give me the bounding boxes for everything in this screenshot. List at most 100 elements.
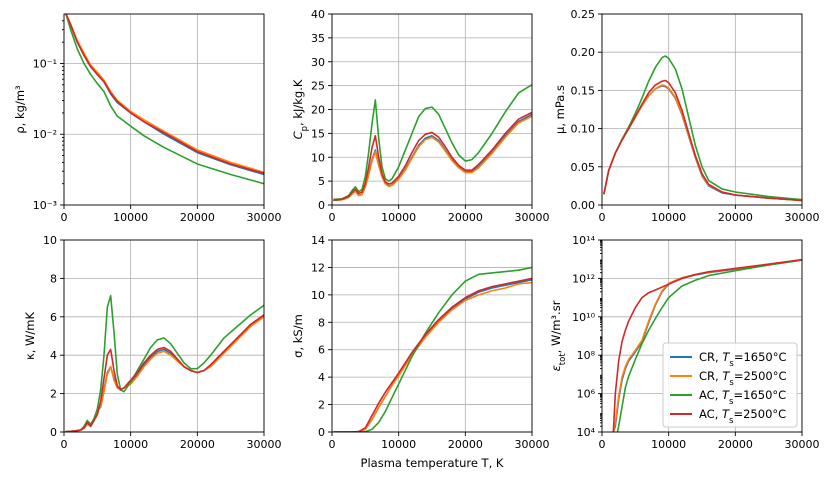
sigma-y-axis-label: σ, kS/m <box>291 314 305 358</box>
kappa-y-axis-label: κ, W/mK <box>23 312 37 361</box>
epsilon-series-line-3 <box>612 258 802 432</box>
epsilon-ytick-label-4: 10¹² <box>572 272 595 285</box>
sigma-series-group <box>333 266 532 432</box>
sigma-xtick-label-2: 20000 <box>448 438 483 451</box>
mu-series-line-1 <box>603 84 802 202</box>
rho-xtick-label-0: 0 <box>61 211 68 224</box>
epsilon-series-group <box>612 258 802 432</box>
epsilon-ytick-label-2: 10⁸ <box>577 349 596 362</box>
epsilon-xtick-label-3: 30000 <box>785 438 820 451</box>
rho-ytick-label-2: 10⁻¹ <box>33 57 57 70</box>
cp-series-line-3 <box>333 111 532 202</box>
rho-axes-frame <box>63 13 265 206</box>
legend-label-2: AC, Ts=1650°C <box>699 388 786 407</box>
sigma-ytick-label-1: 2 <box>318 399 325 412</box>
mu-xtick-label-1: 10000 <box>651 211 686 224</box>
kappa-xtick-label-2: 20000 <box>180 438 215 451</box>
kappa-ytick-label-5: 10 <box>43 234 57 247</box>
rho-xtick-label-2: 20000 <box>180 211 215 224</box>
sigma-series-line-1 <box>333 281 532 432</box>
sigma-series-line-3 <box>333 277 532 432</box>
cp-xtick-label-3: 30000 <box>515 211 550 224</box>
epsilon-series-line-2 <box>616 259 802 432</box>
rho-y-axis-label: ρ, kg/m³ <box>13 85 27 134</box>
mu-xtick-label-2: 20000 <box>718 211 753 224</box>
kappa-xtick-label-0: 0 <box>61 438 68 451</box>
panel-rho: 0 10000 20000 30000 10⁻³ 10⁻² 10⁻¹ ρ, kg/m³ <box>13 13 282 224</box>
rho-series-line-0 <box>65 14 264 176</box>
cp-xtick-label-1: 10000 <box>381 211 416 224</box>
mu-axes-frame <box>601 13 803 206</box>
mu-ytick-label-1: 0.05 <box>571 161 596 174</box>
cp-series-line-1 <box>333 115 532 202</box>
sigma-series-line-0 <box>333 278 532 432</box>
rho-gridlines <box>63 14 265 206</box>
epsilon-ytick-label-5: 10¹⁴ <box>572 234 595 247</box>
rho-series-line-2 <box>65 14 264 185</box>
cp-series-line-2 <box>333 83 532 201</box>
sigma-ytick-label-2: 4 <box>318 371 325 384</box>
kappa-axes-frame <box>63 239 265 433</box>
sigma-xtick-label-3: 30000 <box>515 438 550 451</box>
sigma-axes-frame <box>331 239 533 433</box>
kappa-ytick-label-2: 4 <box>50 349 57 362</box>
cp-ytick-label-3: 15 <box>311 127 325 140</box>
cp-gridlines <box>331 13 533 206</box>
kappa-series-line-3 <box>65 314 264 432</box>
sigma-gridlines <box>331 239 533 433</box>
rho-xtick-label-1: 10000 <box>113 211 148 224</box>
cp-xtick-label-2: 20000 <box>448 211 483 224</box>
mu-xtick-label-0: 0 <box>599 211 606 224</box>
kappa-ytick-label-4: 8 <box>50 272 57 285</box>
kappa-xtick-label-3: 30000 <box>247 438 282 451</box>
cp-y-axis-label: Cp, kJ/kg.K <box>291 79 310 139</box>
kappa-series-line-2 <box>65 294 264 432</box>
mu-ytick-label-4: 0.20 <box>571 46 596 59</box>
kappa-ytick-label-0: 0 <box>50 426 57 439</box>
epsilon-y-axis-label: εtot, W/m³.sr <box>549 300 568 371</box>
shared-x-axis-label: Plasma temperature T, K <box>361 456 504 470</box>
cp-series-group <box>333 83 532 202</box>
legend-box <box>662 342 798 428</box>
sigma-ytick-label-5: 10 <box>311 289 325 302</box>
sigma-ytick-label-6: 12 <box>311 261 325 274</box>
panel-cp: 0 10000 20000 30000 0 5 10 15 20 25 30 35 40 Cp, kJ/k… <box>291 8 550 224</box>
epsilon-axes-frame <box>601 239 803 433</box>
rho-series-line-3 <box>65 14 264 175</box>
legend-label-1: CR, Ts=2500°C <box>699 369 787 388</box>
mu-ytick-label-5: 0.25 <box>571 8 596 21</box>
mu-xtick-label-3: 30000 <box>785 211 820 224</box>
mu-y-axis-label: μ, mPa.s <box>553 85 567 134</box>
rho-ytick-label-0: 10⁻³ <box>33 199 57 212</box>
panel-kappa: 0 10000 20000 30000 0 2 4 6 8 10 κ, W/mK <box>23 234 282 451</box>
mu-ytick-label-3: 0.15 <box>571 84 596 97</box>
cp-ytick-label-5: 25 <box>311 80 325 93</box>
rho-series-group <box>65 14 264 185</box>
sigma-ytick-label-4: 8 <box>318 316 325 329</box>
kappa-ytick-label-3: 6 <box>50 311 57 324</box>
sigma-xtick-label-0: 0 <box>329 438 336 451</box>
epsilon-ytick-label-1: 10⁶ <box>577 388 596 401</box>
epsilon-xtick-label-0: 0 <box>599 438 606 451</box>
mu-series-line-3 <box>603 79 802 202</box>
legend: CR, Ts=1650°CCR, Ts=2500°CAC, Ts=1650°CA… <box>662 342 798 428</box>
mu-ytick-label-0: 0.00 <box>571 199 596 212</box>
kappa-gridlines <box>63 239 265 433</box>
sigma-ytick-label-3: 6 <box>318 344 325 357</box>
sigma-xtick-label-1: 10000 <box>381 438 416 451</box>
cp-xtick-label-0: 0 <box>329 211 336 224</box>
cp-ytick-label-7: 35 <box>311 32 325 45</box>
cp-ytick-label-8: 40 <box>311 8 325 21</box>
sigma-ytick-label-0: 0 <box>318 426 325 439</box>
kappa-xtick-label-1: 10000 <box>113 438 148 451</box>
kappa-ytick-label-1: 2 <box>50 388 57 401</box>
rho-ytick-label-1: 10⁻² <box>33 128 57 141</box>
epsilon-ytick-label-3: 10¹⁰ <box>572 311 595 324</box>
cp-ytick-label-0: 0 <box>318 199 325 212</box>
panel-mu: 0 10000 20000 30000 0.00 0.05 0.10 0.15 0.20 0.25… <box>553 8 820 224</box>
epsilon-ytick-label-0: 10⁴ <box>577 426 596 439</box>
legend-label-0: CR, Ts=1650°C <box>699 350 787 369</box>
sigma-ytick-label-7: 14 <box>311 234 325 247</box>
cp-ytick-label-6: 30 <box>311 56 325 69</box>
mu-series-line-0 <box>603 85 802 202</box>
